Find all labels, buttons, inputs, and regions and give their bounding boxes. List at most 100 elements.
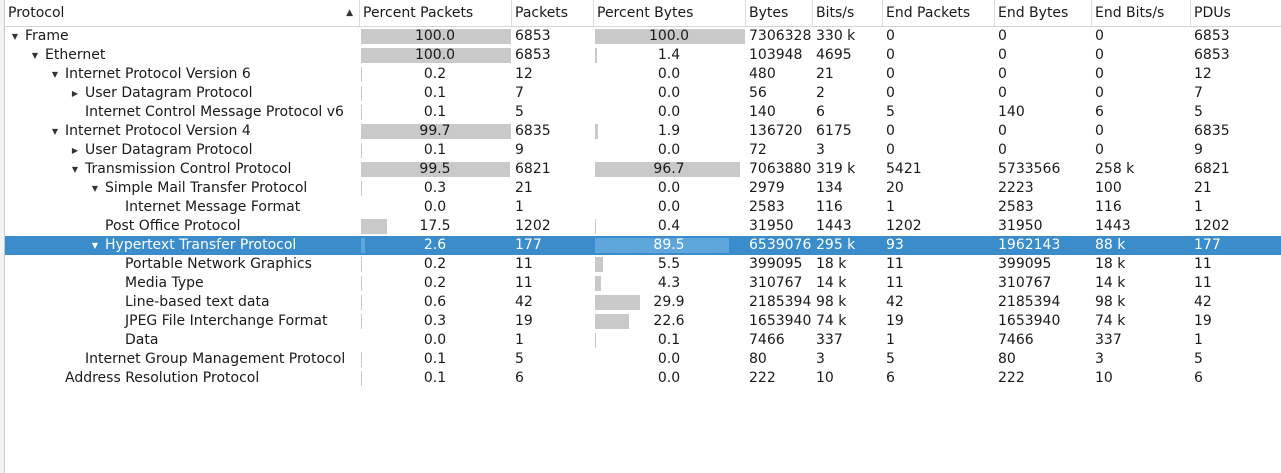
expand-arrow-down-icon[interactable]: ▼ [31, 51, 39, 60]
table-row[interactable]: ▼ Transmission Control Protocol 99.5 6821 96… [5, 160, 1281, 179]
pdus-cell: 11 [1194, 275, 1212, 291]
percent-packets-cell: 99.7 [360, 122, 511, 141]
percentage-value: 99.7 [419, 123, 451, 139]
expand-arrow-down-icon[interactable]: ▼ [51, 127, 59, 136]
column-header-bits-per-second[interactable]: Bits/s [813, 0, 883, 26]
column-header-end-bits-per-second[interactable]: End Bits/s [1092, 0, 1191, 26]
table-row[interactable]: ▼ Internet Protocol Version 4 99.7 6835 1.9 1… [5, 122, 1281, 141]
percent-packets-cell: 0.2 [360, 255, 510, 274]
protocol-tree-cell: ▼ Internet Protocol Version 6 [50, 65, 251, 84]
percentage-bar [595, 314, 629, 329]
percent-bytes-cell: 100.0 [594, 27, 745, 46]
percentage-value: 0.0 [657, 142, 681, 158]
column-header-percent-bytes[interactable]: Percent Bytes [594, 0, 746, 26]
pdus-cell: 5 [1194, 104, 1203, 120]
column-header-packets[interactable]: Packets [512, 0, 594, 26]
end-bits-per-second-cell: 116 [1095, 199, 1122, 215]
percentage-value: 0.1 [423, 370, 447, 386]
end-packets-cell: 6 [886, 370, 895, 386]
bytes-cell: 2979 [749, 180, 785, 196]
table-row[interactable]: ▼ Frame 100.0 6853 100.0 7306328 330 k 0 0 0 6853 [5, 27, 1281, 46]
expand-arrow-down-icon[interactable]: ▼ [91, 241, 99, 250]
bytes-cell: 7306328 [749, 28, 812, 44]
end-bits-per-second-cell: 18 k [1095, 256, 1126, 272]
percentage-bar [361, 371, 362, 386]
bytes-cell: 103948 [749, 47, 803, 63]
packets-cell: 177 [515, 237, 542, 253]
column-header-end-packets[interactable]: End Packets [883, 0, 995, 26]
expand-arrow-down-icon[interactable]: ▼ [11, 32, 19, 41]
protocol-hierarchy-table[interactable]: Protocol ▲ Percent Packets Packets Perce… [5, 0, 1281, 388]
table-row[interactable]: Address Resolution Protocol 0.1 6 0.0 222 10 6… [5, 369, 1281, 388]
protocol-tree-cell: ▶ User Datagram Protocol [70, 141, 253, 160]
column-header-protocol[interactable]: Protocol ▲ [5, 0, 360, 26]
column-header-percent-packets[interactable]: Percent Packets [360, 0, 512, 26]
pdus-cell: 6 [1194, 370, 1203, 386]
protocol-name: Line-based text data [125, 294, 270, 310]
percent-bytes-cell: 89.5 [594, 236, 744, 255]
percentage-value: 0.0 [423, 199, 447, 215]
table-row[interactable]: ▼ Internet Protocol Version 6 0.2 12 0.0 480 2… [5, 65, 1281, 84]
table-row[interactable]: ▼ Simple Mail Transfer Protocol 0.3 21 0.0 29… [5, 179, 1281, 198]
pdus-cell: 1202 [1194, 218, 1230, 234]
end-bits-per-second-cell: 14 k [1095, 275, 1126, 291]
percent-bytes-cell: 0.1 [594, 331, 744, 350]
table-row[interactable]: Internet Message Format 0.0 1 0.0 2583 116 1 25… [5, 198, 1281, 217]
expand-arrow-down-icon[interactable]: ▼ [91, 184, 99, 193]
table-row[interactable]: Media Type 0.2 11 4.3 310767 14 k 11 310767 14 k… [5, 274, 1281, 293]
bytes-cell: 6539076 [749, 237, 812, 253]
protocol-name: Internet Message Format [125, 199, 301, 215]
protocol-tree-cell: ▶ User Datagram Protocol [70, 84, 253, 103]
percentage-bar [595, 276, 601, 291]
pdus-cell: 1 [1194, 332, 1203, 348]
protocol-tree-cell: ▼ Frame [10, 27, 69, 46]
bits-per-second-cell: 6 [816, 104, 825, 120]
table-row[interactable]: Portable Network Graphics 0.2 11 5.5 399095 1… [5, 255, 1281, 274]
end-packets-cell: 1 [886, 199, 895, 215]
table-row[interactable]: Post Office Protocol 17.5 1202 0.4 31950 1443… [5, 217, 1281, 236]
bytes-cell: 136720 [749, 123, 803, 139]
column-header-end-bytes[interactable]: End Bytes [995, 0, 1092, 26]
pdus-cell: 6835 [1194, 123, 1230, 139]
percent-bytes-cell: 0.0 [594, 198, 744, 217]
protocol-tree-cell: Portable Network Graphics [110, 255, 312, 274]
table-row[interactable]: ▼ Ethernet 100.0 6853 1.4 103948 4695 0 0 0 6853 [5, 46, 1281, 65]
percentage-bar [595, 219, 596, 234]
protocol-name: Hypertext Transfer Protocol [105, 237, 297, 253]
percent-bytes-cell: 4.3 [594, 274, 744, 293]
end-bytes-cell: 0 [998, 85, 1007, 101]
table-row[interactable]: ▶ User Datagram Protocol 0.1 7 0.0 56 2 0 0 0 7 [5, 84, 1281, 103]
percentage-value: 2.6 [423, 237, 447, 253]
column-header-pdus[interactable]: PDUs [1191, 0, 1281, 26]
pdus-cell: 6853 [1194, 47, 1230, 63]
pdus-cell: 21 [1194, 180, 1212, 196]
expand-arrow-down-icon[interactable]: ▼ [71, 165, 79, 174]
table-row[interactable]: Internet Control Message Protocol v6 0.1 5… [5, 103, 1281, 122]
bits-per-second-cell: 4695 [816, 47, 852, 63]
table-row[interactable]: ▶ User Datagram Protocol 0.1 9 0.0 72 3 0 0 0 9 [5, 141, 1281, 160]
percentage-value: 0.2 [423, 66, 447, 82]
table-row[interactable]: Data 0.0 1 0.1 7466 337 1 7466 337 1 [5, 331, 1281, 350]
percent-bytes-cell: 0.0 [594, 141, 744, 160]
table-row[interactable]: Line-based text data 0.6 42 29.9 2185394 98 k… [5, 293, 1281, 312]
percent-bytes-cell: 0.0 [594, 103, 744, 122]
protocol-name: Internet Protocol Version 6 [65, 66, 251, 82]
pdus-cell: 1 [1194, 199, 1203, 215]
percentage-bar [595, 48, 597, 63]
end-packets-cell: 19 [886, 313, 904, 329]
expand-arrow-right-icon[interactable]: ▶ [71, 89, 79, 98]
expand-arrow-down-icon[interactable]: ▼ [51, 70, 59, 79]
percent-packets-cell: 0.6 [360, 293, 510, 312]
protocol-name: Transmission Control Protocol [85, 161, 292, 177]
table-row[interactable]: ▼ Hypertext Transfer Protocol 2.6 177 89.5 65… [5, 236, 1281, 255]
end-packets-cell: 0 [886, 66, 895, 82]
end-packets-cell: 0 [886, 142, 895, 158]
expand-arrow-right-icon[interactable]: ▶ [71, 146, 79, 155]
table-row[interactable]: Internet Group Management Protocol 0.1 5 0.… [5, 350, 1281, 369]
percentage-bar [361, 162, 510, 177]
column-header-bytes[interactable]: Bytes [746, 0, 813, 26]
table-row[interactable]: JPEG File Interchange Format 0.3 19 22.6 165… [5, 312, 1281, 331]
bytes-cell: 399095 [749, 256, 803, 272]
percentage-value: 100.0 [414, 47, 456, 63]
percentage-bar [361, 29, 511, 44]
